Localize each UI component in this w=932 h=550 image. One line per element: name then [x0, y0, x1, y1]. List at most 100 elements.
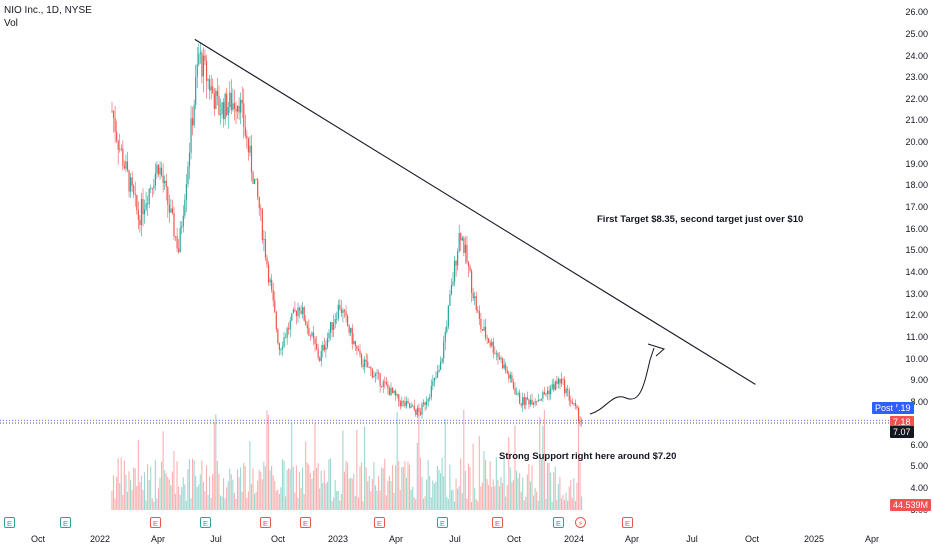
- low-price-tag[interactable]: 7.07: [890, 426, 914, 438]
- candle-body: [243, 103, 245, 128]
- volume-bar: [368, 476, 370, 510]
- earnings-badge[interactable]: E: [437, 517, 448, 528]
- volume-bar: [469, 466, 471, 510]
- volume-bar: [230, 474, 232, 510]
- volume-bar: [550, 472, 552, 510]
- volume-bar: [255, 491, 257, 510]
- candle-body: [483, 326, 485, 331]
- volume-bar: [209, 476, 211, 510]
- target-annotation[interactable]: First Target $8.35, second target just o…: [597, 214, 804, 225]
- candle-body: [120, 148, 122, 150]
- volume-bar: [390, 481, 392, 510]
- price-tick: 16.00: [905, 224, 928, 234]
- candle-body: [556, 381, 558, 384]
- earnings-badge[interactable]: E: [260, 517, 271, 528]
- candle-body: [337, 304, 339, 319]
- chart-area[interactable]: NIO Inc., 1D, NYSE Vol First Target $8.3…: [0, 0, 890, 530]
- volume-bar: [229, 468, 231, 510]
- volume-bar: [531, 465, 533, 510]
- volume-bar: [402, 467, 404, 510]
- volume-value-tag[interactable]: 44.539M: [890, 499, 932, 511]
- candle-body: [376, 372, 378, 374]
- candle-body: [193, 104, 195, 126]
- candle-body: [494, 352, 496, 354]
- candle-body: [170, 208, 172, 213]
- last-price-tag[interactable]: 7.18: [890, 416, 914, 428]
- lightning-icon[interactable]: ⚡: [575, 517, 586, 528]
- price-chart[interactable]: [0, 0, 890, 530]
- candle-body: [258, 196, 260, 209]
- candle-body: [275, 311, 277, 330]
- candle-body: [195, 76, 197, 105]
- volume-bar: [525, 496, 527, 510]
- earnings-badge[interactable]: E: [4, 517, 15, 528]
- earnings-badge[interactable]: E: [374, 517, 385, 528]
- trendline: [194, 38, 756, 385]
- earnings-badge[interactable]: E: [60, 517, 71, 528]
- candle-body: [147, 203, 149, 205]
- price-tick: 11.00: [906, 332, 928, 342]
- volume-bar: [371, 479, 373, 510]
- time-label: 2022: [89, 534, 111, 544]
- volume-bar: [565, 492, 567, 510]
- candle-body: [553, 384, 555, 390]
- candle-body: [384, 381, 386, 383]
- volume-bar: [529, 481, 531, 510]
- candle-body: [536, 401, 538, 402]
- volume-bar: [204, 491, 206, 510]
- candle-body: [491, 341, 493, 346]
- candle-body: [300, 310, 302, 314]
- earnings-badge[interactable]: E: [553, 517, 564, 528]
- candle-body: [298, 307, 301, 311]
- volume-bar: [337, 490, 339, 510]
- time-axis[interactable]: Oct 2022 Apr Jul Oct 2023 Apr Jul Oct 2024 Apr Jul O…: [0, 530, 932, 550]
- price-tick: 19.00: [905, 159, 928, 169]
- candle-body: [199, 52, 201, 55]
- candle-body: [419, 411, 422, 415]
- price-tick: 6.00: [910, 440, 928, 450]
- volume-bar: [288, 468, 290, 510]
- candle-body: [545, 393, 547, 395]
- volume-bar: [351, 478, 353, 510]
- volume-bar: [467, 463, 469, 510]
- volume-bar: [176, 461, 178, 510]
- time-label: Apr: [864, 534, 880, 544]
- candle-body: [452, 281, 454, 285]
- volume-bar: [506, 485, 508, 510]
- volume-bar: [130, 479, 132, 510]
- volume-bar: [415, 499, 417, 510]
- volume-bar: [551, 501, 553, 510]
- candle-body: [235, 108, 237, 112]
- candle-body: [308, 328, 310, 336]
- volume-bar: [574, 501, 576, 510]
- earnings-badge[interactable]: E: [150, 517, 161, 528]
- earnings-badge[interactable]: E: [200, 517, 211, 528]
- candle-body: [481, 329, 484, 331]
- volume-bar: [260, 472, 262, 510]
- candle-body: [128, 170, 130, 192]
- earnings-badge[interactable]: E: [622, 517, 633, 528]
- candle-body: [565, 389, 567, 394]
- volume-bar: [430, 497, 432, 510]
- earnings-badge[interactable]: E: [492, 517, 503, 528]
- candle-body: [216, 90, 218, 96]
- candle-body: [224, 93, 226, 120]
- candle-body: [117, 140, 119, 150]
- symbol-label[interactable]: NIO Inc., 1D, NYSE: [4, 5, 92, 16]
- volume-bar: [215, 414, 217, 510]
- volume-bar: [436, 465, 438, 510]
- time-label: Apr: [388, 534, 404, 544]
- post-label-tag[interactable]: Post: [872, 402, 897, 414]
- volume-bar: [243, 462, 245, 510]
- earnings-badge[interactable]: E: [300, 517, 311, 528]
- support-annotation[interactable]: Strong Support right here around $7.20: [499, 451, 677, 462]
- volume-bar: [520, 491, 522, 510]
- volume-bar: [384, 458, 386, 510]
- price-axis[interactable]: 26.00 25.00 24.00 23.00 22.00 21.00 20.00 19.00…: [890, 0, 932, 530]
- volume-bar: [184, 484, 186, 510]
- volume-label[interactable]: Vol: [4, 18, 18, 29]
- candle-body: [436, 371, 439, 378]
- volume-bar: [545, 498, 547, 510]
- volume-bar: [333, 497, 335, 510]
- candle-body: [512, 382, 515, 389]
